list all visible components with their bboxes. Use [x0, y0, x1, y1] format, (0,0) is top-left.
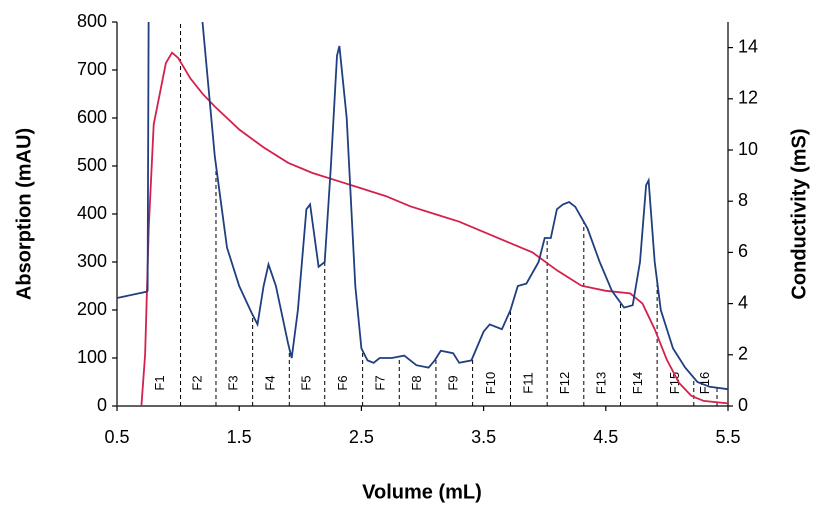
fraction-label: F9 [446, 375, 461, 390]
y2-tick-label: 8 [738, 190, 748, 210]
y2-tick-label: 10 [738, 139, 758, 159]
fraction-label: F10 [483, 372, 498, 394]
fraction-label: F4 [262, 375, 277, 390]
y-tick-label: 0 [97, 395, 107, 415]
y2-tick-label: 14 [738, 36, 758, 56]
fraction-label: F14 [630, 372, 645, 394]
fraction-label: F15 [667, 372, 682, 394]
x-tick-label: 4.5 [593, 427, 618, 447]
fraction-label: F7 [372, 375, 387, 390]
fraction-label: F8 [409, 375, 424, 390]
fraction-label: F6 [335, 375, 350, 390]
y-tick-label: 500 [77, 155, 107, 175]
fraction-label: F5 [298, 375, 313, 390]
y-axis-title: Absorption (mAU) [13, 128, 35, 300]
y2-tick-label: 6 [738, 241, 748, 261]
fraction-label: F1 [152, 375, 167, 390]
x-tick-label: 2.5 [349, 427, 374, 447]
fraction-label: F12 [557, 372, 572, 394]
y-tick-label: 100 [77, 347, 107, 367]
x-tick-label: 3.5 [471, 427, 496, 447]
fraction-label: F2 [190, 375, 205, 390]
fraction-label: F13 [594, 372, 609, 394]
y2-tick-label: 12 [738, 88, 758, 108]
series-line [117, 51, 728, 406]
x-tick-label: 1.5 [227, 427, 252, 447]
fraction-label: F3 [226, 375, 241, 390]
y-tick-label: 400 [77, 203, 107, 223]
y-tick-label: 800 [77, 11, 107, 31]
fraction-label: F11 [520, 372, 535, 393]
y2-axis-title: Conductivity (mS) [788, 128, 810, 299]
plot-area [117, 22, 728, 406]
fraction-label: F16 [697, 372, 712, 394]
series-line [117, 22, 728, 391]
y2-tick-label: 2 [738, 344, 748, 364]
y2-tick-label: 4 [738, 292, 748, 312]
y-tick-label: 300 [77, 251, 107, 271]
x-axis-title: Volume (mL) [362, 481, 482, 503]
y2-tick-label: 0 [738, 395, 748, 415]
x-tick-label: 5.5 [715, 427, 740, 447]
y-tick-label: 700 [77, 59, 107, 79]
y-tick-label: 600 [77, 107, 107, 127]
x-tick-label: 0.5 [104, 427, 129, 447]
y-tick-label: 200 [77, 299, 107, 319]
